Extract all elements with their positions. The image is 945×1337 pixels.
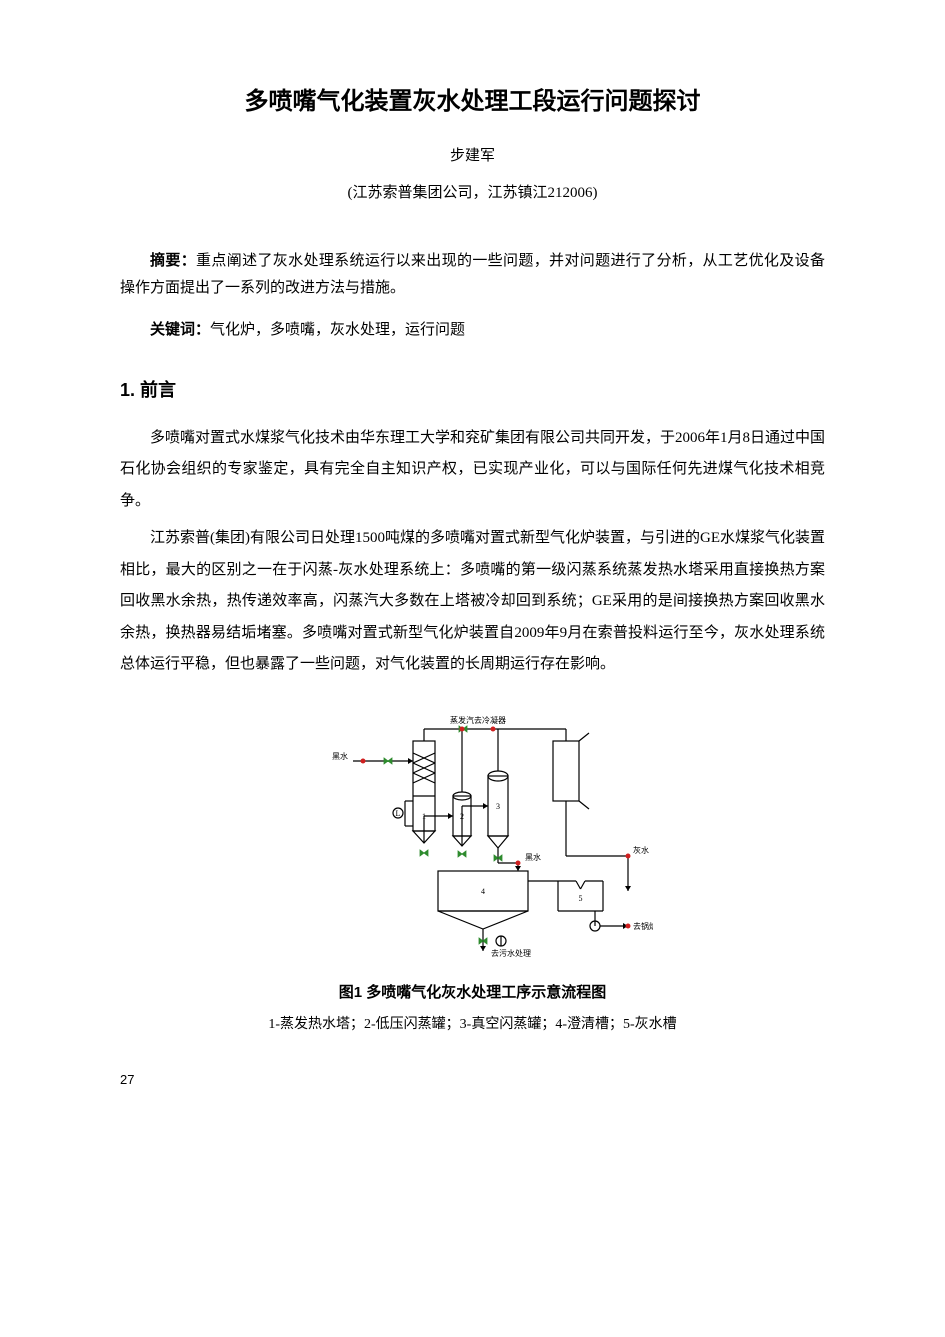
process-diagram: 12345黑水蒸发汽去冷凝器黑水灰水去污水处理去锅炉L [293,701,653,972]
svg-text:去锅炉: 去锅炉 [633,921,653,931]
keywords-label: 关键词： [150,321,210,338]
paragraph-2: 江苏索普(集团)有限公司日处理1500吨煤的多喷嘴对置式新型气化炉装置，与引进的… [120,523,825,681]
figure-1-caption: 图1 多喷嘴气化灰水处理工序示意流程图 [120,979,825,1006]
svg-text:灰水: 灰水 [633,845,649,855]
keywords-paragraph: 关键词：气化炉，多喷嘴，灰水处理，运行问题 [120,316,825,344]
abstract-text: 重点阐述了灰水处理系统运行以来出现的一些问题，并对问题进行了分析，从工艺优化及设… [120,253,825,296]
paper-title: 多喷嘴气化装置灰水处理工段运行问题探讨 [120,80,825,123]
page-number: 27 [120,1068,825,1091]
svg-text:蒸发汽去冷凝器: 蒸发汽去冷凝器 [450,715,506,725]
svg-text:5: 5 [578,894,582,903]
svg-text:L: L [395,809,400,818]
abstract-paragraph: 摘要：重点阐述了灰水处理系统运行以来出现的一些问题，并对问题进行了分析，从工艺优… [120,247,825,302]
keywords-text: 气化炉，多喷嘴，灰水处理，运行问题 [210,322,465,338]
svg-text:黑水: 黑水 [332,751,348,761]
figure-1-legend: 1-蒸发热水塔；2-低压闪蒸罐；3-真空闪蒸罐；4-澄清槽；5-灰水槽 [120,1012,825,1037]
figure-1: 12345黑水蒸发汽去冷凝器黑水灰水去污水处理去锅炉L 图1 多喷嘴气化灰水处理… [120,701,825,1038]
abstract-label: 摘要： [150,252,196,269]
section-1-heading: 1. 前言 [120,374,825,406]
svg-text:黑水: 黑水 [525,852,541,862]
svg-text:4: 4 [481,887,485,896]
svg-text:3: 3 [496,802,500,811]
paper-affiliation: (江苏索普集团公司，江苏镇江212006) [120,180,825,207]
paper-author: 步建军 [120,143,825,170]
paragraph-1: 多喷嘴对置式水煤浆气化技术由华东理工大学和兖矿集团有限公司共同开发，于2006年… [120,423,825,518]
svg-text:去污水处理: 去污水处理 [491,948,531,958]
